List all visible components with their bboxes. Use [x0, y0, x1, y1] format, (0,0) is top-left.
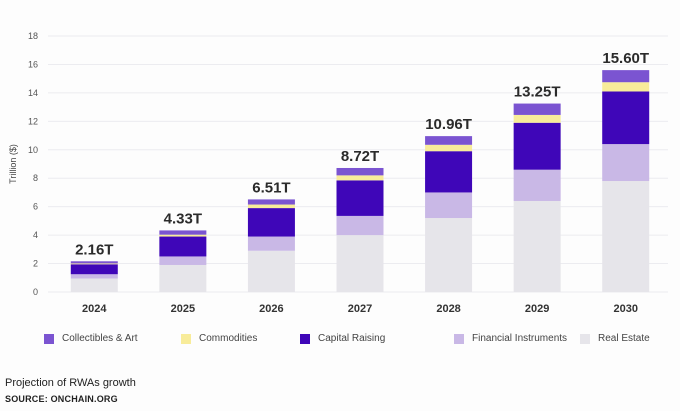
bar-segment [602, 82, 650, 92]
x-tick-label: 2027 [348, 303, 372, 315]
total-label: 6.51T [252, 179, 290, 196]
bar-segment [602, 144, 650, 182]
legend-swatch [181, 333, 191, 344]
bar-segment [513, 200, 561, 292]
bar-segment [602, 70, 650, 83]
legend-label: Real Estate [598, 333, 650, 344]
y-tick-label: 2 [33, 259, 38, 269]
x-tick-label: 2030 [613, 303, 637, 315]
legend-swatch [580, 333, 590, 344]
bar-segment [70, 278, 118, 292]
y-axis-label: Trillion ($) [8, 144, 18, 184]
x-tick-label: 2029 [525, 303, 549, 315]
total-label: 8.72T [341, 148, 379, 165]
bar-segment [602, 91, 650, 145]
bar-segment [336, 167, 384, 176]
legend-label: Financial Instruments [472, 333, 568, 344]
total-label: 2.16T [75, 241, 113, 258]
stacked-bar-chart: 0 2 4 6 8 10 12 14 16 18 Trillion ($) 2.16T 2024 4.33… [8, 31, 668, 315]
legend-label: Capital Raising [318, 333, 386, 344]
y-tick-label: 14 [28, 88, 38, 98]
total-label: 4.33T [164, 210, 202, 227]
bar-segment [159, 256, 207, 265]
bar-segment [425, 144, 473, 152]
bar-segment [425, 136, 473, 145]
bar-segment [336, 175, 384, 181]
x-tick-label: 2025 [171, 303, 195, 315]
bar-segment [336, 180, 384, 216]
bar-segment [159, 236, 207, 257]
legend-swatch [300, 333, 310, 344]
bar-segment [247, 204, 295, 209]
legend-swatch [454, 333, 464, 344]
bar-segment [70, 274, 118, 279]
bar-segment [247, 236, 295, 251]
bar-segment [425, 218, 473, 292]
figure-caption: Projection of RWAs growth [5, 377, 136, 389]
bar-segment [513, 114, 561, 123]
legend: Collectibles & Art Commodities Capital R… [0, 333, 680, 349]
bar-segment [513, 169, 561, 201]
bar-segment [247, 199, 295, 205]
bar-segment [513, 122, 561, 170]
legend-label: Collectibles & Art [62, 333, 138, 344]
bar-segment [602, 181, 650, 292]
x-tick-label: 2026 [259, 303, 283, 315]
legend-item-commodities: Commodities [181, 333, 257, 344]
bar-segment [70, 264, 118, 275]
bar-segment [513, 103, 561, 115]
legend-label: Commodities [199, 333, 258, 344]
bar-segment [336, 235, 384, 292]
total-label: 15.60T [602, 50, 649, 67]
y-tick-label: 8 [33, 173, 38, 183]
total-label: 10.96T [425, 116, 472, 133]
legend-item-financial-instruments: Financial Instruments [454, 333, 567, 344]
bar-segment [70, 261, 118, 264]
bar-segment [247, 208, 295, 237]
bar-segment [247, 250, 295, 292]
bar-segment [159, 230, 207, 235]
y-tick-label: 18 [28, 31, 38, 41]
total-label: 13.25T [514, 84, 561, 101]
bar-segment [159, 264, 207, 292]
y-tick-label: 4 [33, 230, 38, 240]
legend-item-capital-raising: Capital Raising [300, 333, 385, 344]
y-tick-label: 10 [28, 145, 38, 155]
x-tick-label: 2024 [82, 303, 107, 315]
bar-segment [425, 192, 473, 219]
source-credit: SOURCE: ONCHAIN.ORG [5, 394, 118, 404]
bar-segment [70, 263, 118, 265]
legend-item-collectibles: Collectibles & Art [44, 333, 138, 344]
bar-segment [159, 234, 207, 237]
x-tick-label: 2028 [436, 303, 460, 315]
y-tick-label: 16 [28, 59, 38, 69]
legend-item-real-estate: Real Estate [580, 333, 650, 344]
y-tick-label: 0 [33, 287, 38, 297]
bar-segment [336, 215, 384, 236]
bar-segment [425, 151, 473, 193]
y-tick-label: 12 [28, 116, 38, 126]
legend-swatch [44, 333, 54, 344]
y-tick-label: 6 [33, 202, 38, 212]
